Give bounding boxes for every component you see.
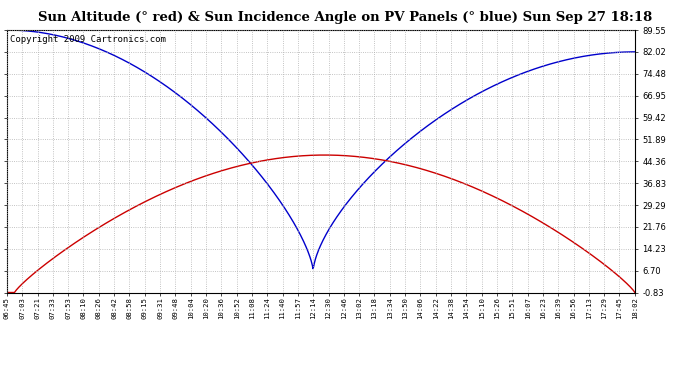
Text: Copyright 2009 Cartronics.com: Copyright 2009 Cartronics.com (10, 35, 166, 44)
Text: Sun Altitude (° red) & Sun Incidence Angle on PV Panels (° blue) Sun Sep 27 18:1: Sun Altitude (° red) & Sun Incidence Ang… (38, 11, 652, 24)
